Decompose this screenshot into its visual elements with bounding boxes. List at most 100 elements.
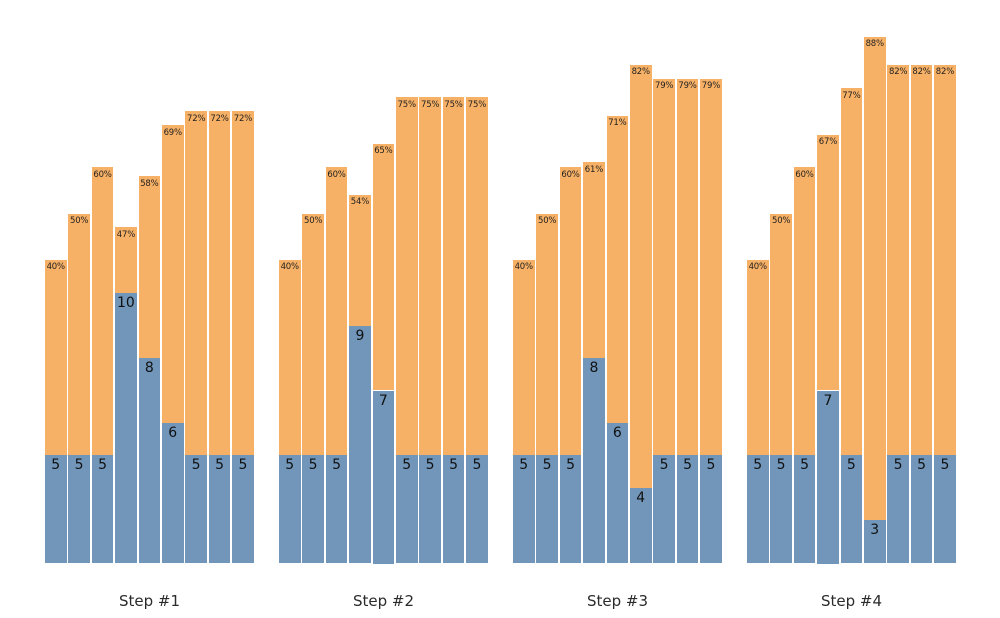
bar-bottom-segment [325,455,348,564]
bar-percent-label: 40% [748,262,767,273]
bar-top-segment [536,213,558,456]
bar-top-segment [864,36,886,521]
bar-percent-label: 47% [116,229,136,240]
bar-bottom-segment [630,487,652,564]
bar-percent-label: 54% [350,197,370,208]
bar-bottom-segment [536,455,558,564]
bar-value-label: 5 [800,457,809,474]
bar-percent-label: 79% [701,81,721,92]
bar-percent-label: 50% [69,216,89,226]
bar-top-segment [630,64,652,488]
bar-percent-label: 82% [935,67,955,78]
bar-percent-label: 67% [818,137,838,148]
bar-percent-label: 60% [93,169,112,180]
bar-percent-label: 40% [46,262,65,273]
bar-bottom-segment [185,455,207,564]
bar-value-label: 8 [144,360,154,377]
bar-bottom-segment [887,455,909,564]
bar-top-segment [817,134,839,391]
bar-bottom-segment [466,455,488,564]
bar-bottom-segment [559,455,582,564]
bar-bottom-segment [793,455,816,564]
bar-top-segment [513,259,535,456]
group-label: Step #1 [119,591,181,610]
bar-top-segment [325,167,348,456]
bar-bottom-segment [653,455,675,564]
bar-top-segment [887,64,909,456]
bar-percent-label: 50% [537,216,557,226]
bar-percent-label: 82% [912,67,931,78]
bar-top-segment [419,97,441,456]
bar-value-label: 5 [917,457,926,474]
bar-top-segment [68,213,90,456]
bar-top-segment [208,111,231,456]
bar-top-segment [793,167,816,456]
bar-top-segment [910,64,933,456]
bar-percent-label: 40% [514,262,533,273]
bar-bottom-segment [747,455,769,564]
bar-top-segment [442,97,465,456]
bar-top-segment [466,97,488,456]
bar-top-segment [232,111,254,456]
bar-value-label: 5 [51,457,61,474]
bar-bottom-segment [91,455,114,564]
bar-percent-label: 72% [233,113,253,124]
bar-value-label: 5 [893,457,903,474]
bar-top-segment [185,111,207,456]
bar-value-label: 5 [519,457,529,474]
bar-bottom-segment [208,455,231,564]
bar-top-segment [45,259,67,456]
bar-percent-label: 72% [186,113,206,124]
bar-bottom-segment [232,455,254,564]
bar-bottom-segment [302,455,324,564]
bar-value-label: 9 [355,327,365,344]
bar-percent-label: 77% [842,90,861,101]
bar-percent-label: 69% [163,127,182,138]
bar-bottom-segment [934,455,956,564]
bar-bottom-segment [419,455,441,564]
bar-percent-label: 75% [467,99,487,110]
bar-percent-label: 60% [327,169,346,180]
bar-bottom-segment [513,455,535,564]
bar-bottom-segment [396,455,418,564]
bar-bottom-segment [349,325,371,564]
bar-top-segment [349,194,371,326]
bar-percent-label: 79% [654,81,674,92]
bar-percent-label: 82% [888,67,908,78]
bar-value-label: 4 [636,489,646,506]
bar-top-segment [396,97,418,456]
bar-top-segment [747,259,769,456]
bar-bottom-segment [606,422,629,564]
group-label: Step #4 [821,591,883,610]
bar-bottom-segment [817,390,839,564]
bar-top-segment [583,162,605,359]
bar-percent-label: 75% [444,99,463,110]
bar-value-label: 5 [74,457,84,474]
bar-top-segment [934,64,956,456]
bar-value-label: 5 [425,457,435,474]
bar-bottom-segment [279,455,301,564]
bar-percent-label: 75% [397,99,416,110]
bar-bottom-segment [864,520,886,564]
bar-value-label: 5 [683,457,692,474]
bar-bottom-segment [162,422,184,564]
bar-percent-label: 75% [420,99,440,110]
bar-bottom-segment [840,455,863,564]
bar-value-label: 5 [191,457,201,474]
bar-top-segment [115,227,137,294]
bar-percent-label: 79% [678,81,697,92]
bar-top-segment [653,78,675,456]
bar-top-segment [840,88,863,456]
bar-percent-label: 71% [608,118,627,129]
bar-percent-label: 82% [631,67,650,78]
bar-value-label: 5 [566,457,575,474]
bar-value-label: 5 [706,457,716,474]
bar-top-segment [559,167,582,456]
bar-percent-label: 65% [374,146,393,157]
bar-value-label: 6 [612,424,622,441]
bar-percent-label: 60% [561,169,580,180]
bar-bottom-segment [910,455,933,564]
bar-value-label: 3 [870,522,880,539]
